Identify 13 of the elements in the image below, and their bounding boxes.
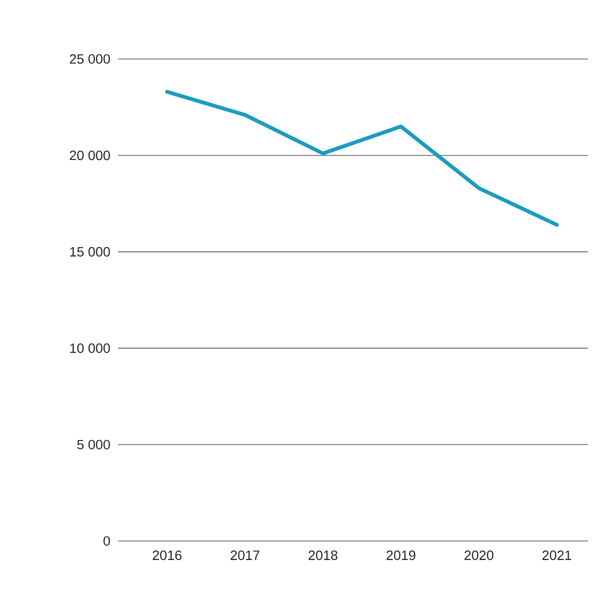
y-tick-label: 0 [104, 536, 110, 546]
y-tick-label: 15 000 [70, 247, 110, 257]
x-tick-label: 2018 [308, 550, 338, 560]
x-tick-label: 2021 [542, 550, 572, 560]
y-tick-label: 10 000 [70, 343, 110, 353]
y-tick-label: 5 000 [77, 440, 110, 450]
x-tick-label: 2017 [230, 550, 260, 560]
line-series [165, 90, 559, 227]
y-tick-label: 25 000 [70, 54, 110, 64]
x-tick-label: 2019 [386, 550, 416, 560]
x-tick-label: 2016 [152, 550, 182, 560]
x-tick-label: 2020 [464, 550, 494, 560]
y-tick-label: 20 000 [70, 150, 110, 160]
